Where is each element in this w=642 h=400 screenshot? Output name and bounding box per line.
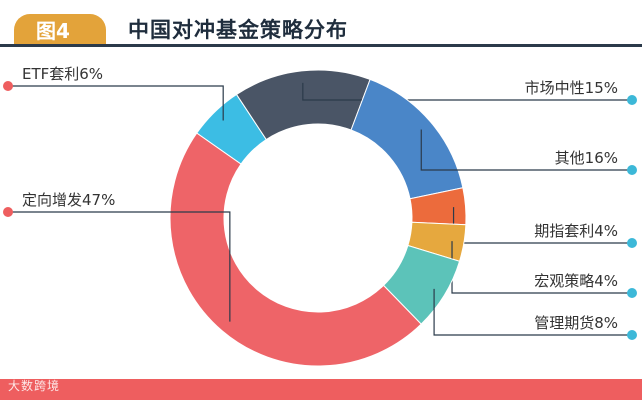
chart-header: 图4 中国对冲基金策略分布 — [0, 0, 642, 47]
slice-label-2: 市场中性15% — [525, 79, 618, 97]
slice-label-7: 定向增发47% — [22, 191, 115, 209]
slice-label-4: 期指套利4% — [534, 222, 618, 240]
leader-dot-4 — [627, 238, 637, 248]
leader-line-6 — [433, 288, 632, 336]
slice-label-3: 其他16% — [555, 149, 618, 167]
slice-label-1: ETF套利6% — [22, 65, 103, 83]
leader-dot-5 — [627, 288, 637, 298]
figure-badge-label: 图4 — [36, 19, 70, 43]
leader-dot-3 — [627, 165, 637, 175]
donut-slice-3 — [350, 78, 464, 200]
leader-line-5 — [451, 241, 632, 294]
leader-line-3 — [420, 129, 632, 171]
leader-line-2 — [302, 82, 632, 101]
footer-bar — [0, 379, 642, 400]
watermark-text: 大数跨境 — [8, 379, 61, 393]
leader-dot-1 — [3, 81, 13, 91]
leader-dot-2 — [627, 95, 637, 105]
slice-label-6: 管理期货8% — [534, 314, 618, 332]
donut-slice-7 — [169, 132, 422, 367]
figure-badge: 图4 — [14, 14, 106, 46]
leader-line-7 — [8, 211, 231, 322]
leader-dot-7 — [3, 207, 13, 217]
leader-line-1 — [8, 85, 224, 121]
header-rule — [0, 44, 642, 47]
leader-dot-6 — [627, 330, 637, 340]
chart-title: 中国对冲基金策略分布 — [128, 18, 348, 42]
slice-label-5: 宏观策略4% — [534, 272, 618, 290]
